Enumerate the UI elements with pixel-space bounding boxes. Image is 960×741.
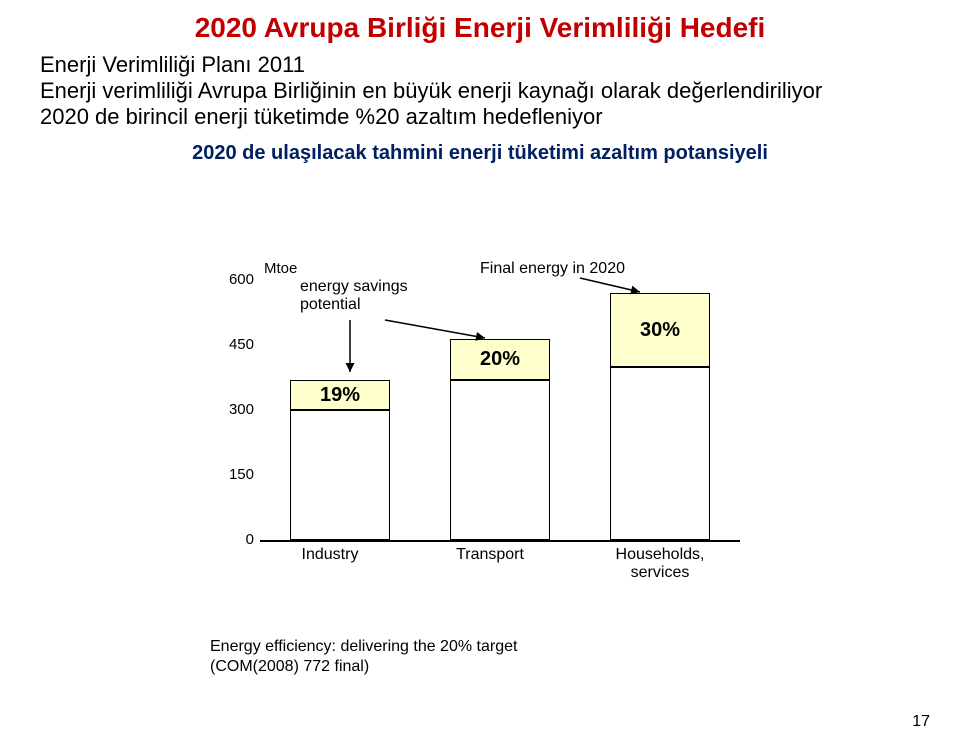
page-number: 17: [912, 713, 930, 731]
cat-label-1: Transport: [430, 546, 550, 564]
subtitle-block: Enerji Verimliliği Planı 2011 Enerji ver…: [40, 52, 920, 130]
pct-label-1: 20%: [450, 348, 550, 371]
annotation-final: Final energy in 2020: [480, 260, 680, 278]
subtitle-line3: 2020 de birincil enerji tüketimde %20 az…: [40, 104, 920, 130]
subtitle-line2: Enerji verimliliği Avrupa Birliğinin en …: [40, 78, 920, 104]
y-axis-label: Mtoe: [264, 260, 297, 277]
footer-line2: (COM(2008) 772 final): [210, 658, 369, 676]
chart-container: Mtoe 600 450 300 150 0 energy savings po…: [210, 260, 770, 580]
ytick-0: 0: [214, 531, 254, 548]
cat-label-2: Households, services: [590, 546, 730, 582]
cat-label-0: Industry: [270, 546, 390, 564]
x-axis: [260, 540, 740, 542]
footer-line1: Energy efficiency: delivering the 20% ta…: [210, 638, 517, 656]
plot-area: 19% 20% 30%: [260, 280, 740, 540]
ytick-150: 150: [214, 466, 254, 483]
pct-label-2: 30%: [610, 319, 710, 342]
bar-base-0: [290, 410, 390, 540]
bar-1: 20%: [450, 339, 550, 541]
pct-label-0: 19%: [290, 384, 390, 407]
subtitle-line1: Enerji Verimliliği Planı 2011: [40, 52, 920, 78]
bar-base-1: [450, 380, 550, 540]
slide-page: 2020 Avrupa Birliği Enerji Verimliliği H…: [0, 0, 960, 741]
chart-subhead: 2020 de ulaşılacak tahmini enerji tüketi…: [40, 142, 920, 165]
page-title: 2020 Avrupa Birliği Enerji Verimliliği H…: [40, 12, 920, 44]
bar-base-2: [610, 367, 710, 540]
ytick-450: 450: [214, 336, 254, 353]
ytick-300: 300: [214, 401, 254, 418]
bar-0: 19%: [290, 380, 390, 540]
ytick-600: 600: [214, 271, 254, 288]
bar-2: 30%: [610, 293, 710, 540]
